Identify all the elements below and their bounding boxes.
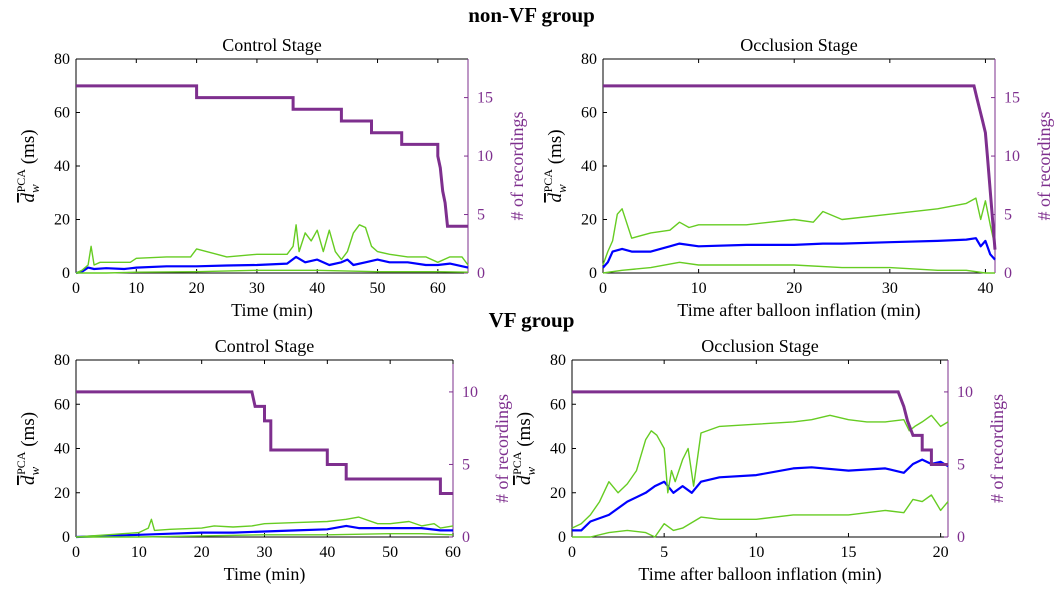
series-upper-line	[571, 414, 949, 529]
x-tick-label: 60	[430, 280, 446, 297]
y-tick-label: 80	[550, 352, 566, 369]
y-tick-label: 40	[550, 441, 566, 458]
x-tick-label: 20	[933, 544, 949, 561]
right-y-tick-label: 5	[1004, 207, 1012, 224]
series-median-line	[572, 458, 949, 532]
panel-vf-control: Control Stage Time (min) # of recordings…	[14, 336, 512, 585]
right-y-tick-label: 10	[477, 148, 493, 165]
y-tick-label: 80	[54, 352, 70, 369]
y-tick-label: 60	[550, 396, 566, 413]
series-median-line	[602, 237, 996, 269]
x-axis-label: Time (min)	[231, 300, 313, 321]
x-tick-label: 0	[568, 544, 576, 561]
right-y-tick-label: 5	[477, 207, 485, 224]
y-tick-label: 80	[581, 51, 597, 68]
right-axis-label: # of recordings	[987, 394, 1007, 503]
x-tick-label: 50	[370, 280, 386, 297]
y-tick-label: 20	[581, 212, 597, 229]
x-tick-label: 15	[840, 544, 856, 561]
y-tick-label: 60	[54, 396, 70, 413]
right-axis-label: # of recordings	[507, 112, 527, 221]
series-lower-line	[76, 533, 454, 538]
panel-vf-occlusion: Occlusion Stage Time after balloon infla…	[510, 336, 1007, 585]
x-tick-label: 30	[257, 544, 273, 561]
x-tick-label: 30	[882, 280, 898, 297]
recordings-count-line	[76, 390, 453, 495]
x-tick-label: 20	[194, 544, 210, 561]
series-lower-line	[76, 269, 469, 274]
recordings-count-line	[572, 390, 948, 466]
series-upper-line	[75, 516, 454, 538]
y-tick-label: 20	[54, 485, 70, 502]
x-axis-label: Time (min)	[224, 564, 306, 585]
right-y-tick-label: 10	[462, 384, 478, 401]
x-tick-label: 40	[977, 280, 993, 297]
x-tick-label: 30	[249, 280, 265, 297]
right-y-tick-label: 10	[1004, 148, 1020, 165]
right-y-tick-label: 10	[957, 384, 973, 401]
right-y-tick-label: 15	[477, 90, 493, 107]
x-tick-label: 20	[189, 280, 205, 297]
x-tick-label: 0	[72, 280, 80, 297]
panel-title: Control Stage	[215, 336, 315, 356]
right-axis-label: # of recordings	[1034, 112, 1054, 221]
y-tick-label: 0	[558, 529, 566, 546]
y-tick-label: 60	[54, 105, 70, 122]
recordings-count-line	[76, 84, 468, 228]
x-tick-label: 40	[319, 544, 335, 561]
x-tick-label: 10	[748, 544, 764, 561]
y-axis-label: dwPCA (ms)	[541, 129, 569, 202]
series-lower-line	[572, 494, 949, 538]
series-lower-line	[602, 261, 995, 274]
bottom-whitespace	[0, 588, 1063, 596]
recordings-count-line	[603, 84, 997, 250]
series-upper-line	[75, 224, 469, 274]
series-median-line	[75, 524, 453, 539]
y-tick-label: 40	[581, 158, 597, 175]
group-title-non-vf: non-VF group	[468, 3, 595, 27]
y-axis-label: dwPCA (ms)	[14, 129, 42, 202]
right-y-tick-label: 0	[1004, 265, 1012, 282]
x-tick-label: 60	[445, 544, 461, 561]
y-tick-label: 0	[62, 265, 70, 282]
y-tick-label: 40	[54, 158, 70, 175]
x-tick-label: 10	[128, 280, 144, 297]
right-y-tick-label: 5	[462, 456, 470, 473]
x-tick-label: 5	[660, 544, 668, 561]
x-tick-label: 0	[599, 280, 607, 297]
x-tick-label: 0	[72, 544, 80, 561]
y-tick-label: 0	[62, 529, 70, 546]
y-tick-label: 40	[54, 441, 70, 458]
right-y-tick-label: 15	[1004, 90, 1020, 107]
x-tick-label: 50	[382, 544, 398, 561]
y-tick-label: 80	[54, 51, 70, 68]
right-y-tick-label: 0	[957, 529, 965, 546]
y-axis-label: dwPCA (ms)	[510, 412, 538, 485]
right-y-tick-label: 0	[477, 265, 485, 282]
x-tick-label: 40	[309, 280, 325, 297]
y-tick-label: 20	[550, 485, 566, 502]
series-upper-line	[602, 197, 996, 266]
panel-non-vf-occlusion: Occlusion Stage Time after balloon infla…	[541, 35, 1054, 321]
y-tick-label: 20	[54, 212, 70, 229]
y-tick-label: 60	[581, 105, 597, 122]
right-axis-label: # of recordings	[492, 394, 512, 503]
panel-title: Control Stage	[222, 35, 322, 55]
y-tick-label: 0	[589, 265, 597, 282]
x-axis-label: Time after balloon inflation (min)	[677, 300, 920, 321]
panel-title: Occlusion Stage	[740, 35, 857, 55]
x-tick-label: 10	[691, 280, 707, 297]
panel-non-vf-control: Control Stage Time (min) # of recordings…	[14, 35, 527, 321]
right-y-tick-label: 5	[957, 456, 965, 473]
right-y-tick-label: 0	[462, 529, 470, 546]
x-axis-label: Time after balloon inflation (min)	[638, 564, 881, 585]
panel-title: Occlusion Stage	[701, 336, 818, 356]
y-axis-label: dwPCA (ms)	[14, 412, 42, 485]
x-tick-label: 10	[131, 544, 147, 561]
series-median-line	[75, 255, 469, 275]
group-title-vf: VF group	[489, 308, 575, 332]
x-tick-label: 20	[786, 280, 802, 297]
